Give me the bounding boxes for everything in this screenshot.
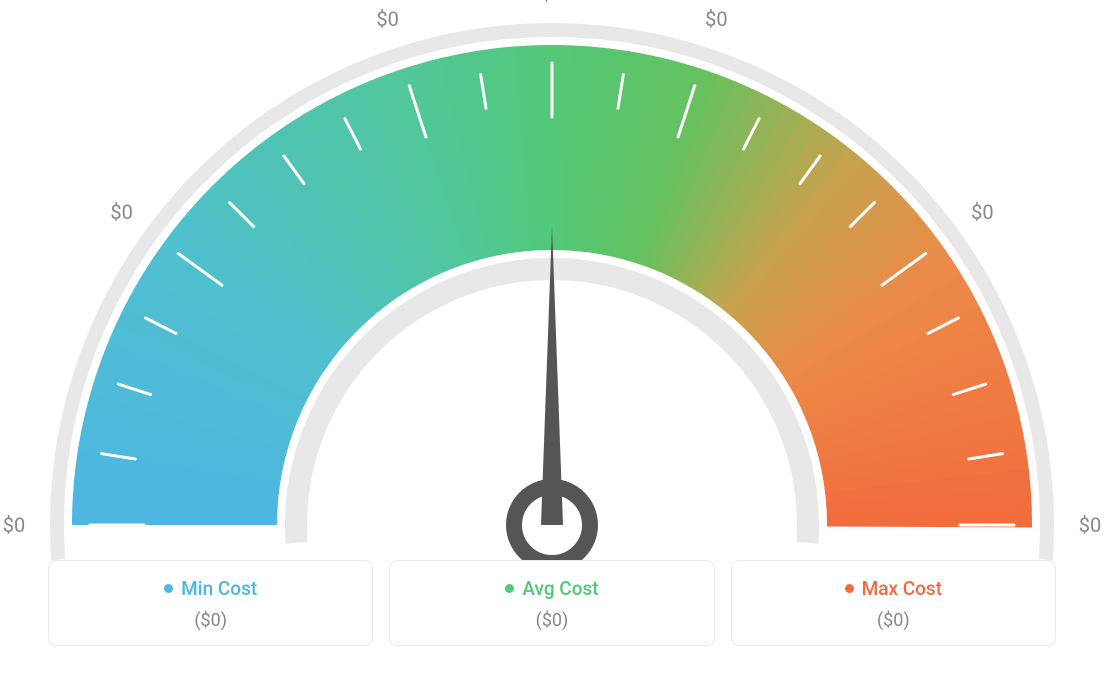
- legend-dot-min: [164, 584, 173, 593]
- gauge-tick-label: $0: [376, 7, 398, 31]
- legend-avg-label: Avg Cost: [505, 577, 598, 600]
- legend-min-text: Min Cost: [181, 577, 257, 600]
- legend-max-cost: Max Cost ($0): [731, 560, 1056, 646]
- legend-avg-text: Avg Cost: [522, 577, 598, 600]
- gauge-svg: [0, 0, 1104, 560]
- gauge-chart: $0 $0 $0 $0 $0 $0 $0: [0, 0, 1104, 560]
- legend-min-value: ($0): [69, 610, 352, 631]
- gauge-tick-label: $0: [971, 200, 993, 224]
- legend-max-value: ($0): [752, 610, 1035, 631]
- legend-row: Min Cost ($0) Avg Cost ($0) Max Cost ($0…: [0, 560, 1104, 646]
- cost-gauge-container: $0 $0 $0 $0 $0 $0 $0 Min Cost ($0) Avg Cost ($…: [0, 0, 1104, 690]
- legend-max-label: Max Cost: [845, 577, 942, 600]
- legend-dot-avg: [505, 584, 514, 593]
- gauge-tick-label: $0: [3, 513, 25, 537]
- legend-min-cost: Min Cost ($0): [48, 560, 373, 646]
- legend-avg-value: ($0): [410, 610, 693, 631]
- gauge-tick-label: $0: [1079, 513, 1101, 537]
- gauge-tick-label: $0: [541, 0, 563, 5]
- gauge-tick-label: $0: [705, 7, 727, 31]
- legend-dot-max: [845, 584, 854, 593]
- legend-max-text: Max Cost: [862, 577, 942, 600]
- legend-min-label: Min Cost: [164, 577, 257, 600]
- gauge-tick-label: $0: [110, 200, 132, 224]
- legend-avg-cost: Avg Cost ($0): [389, 560, 714, 646]
